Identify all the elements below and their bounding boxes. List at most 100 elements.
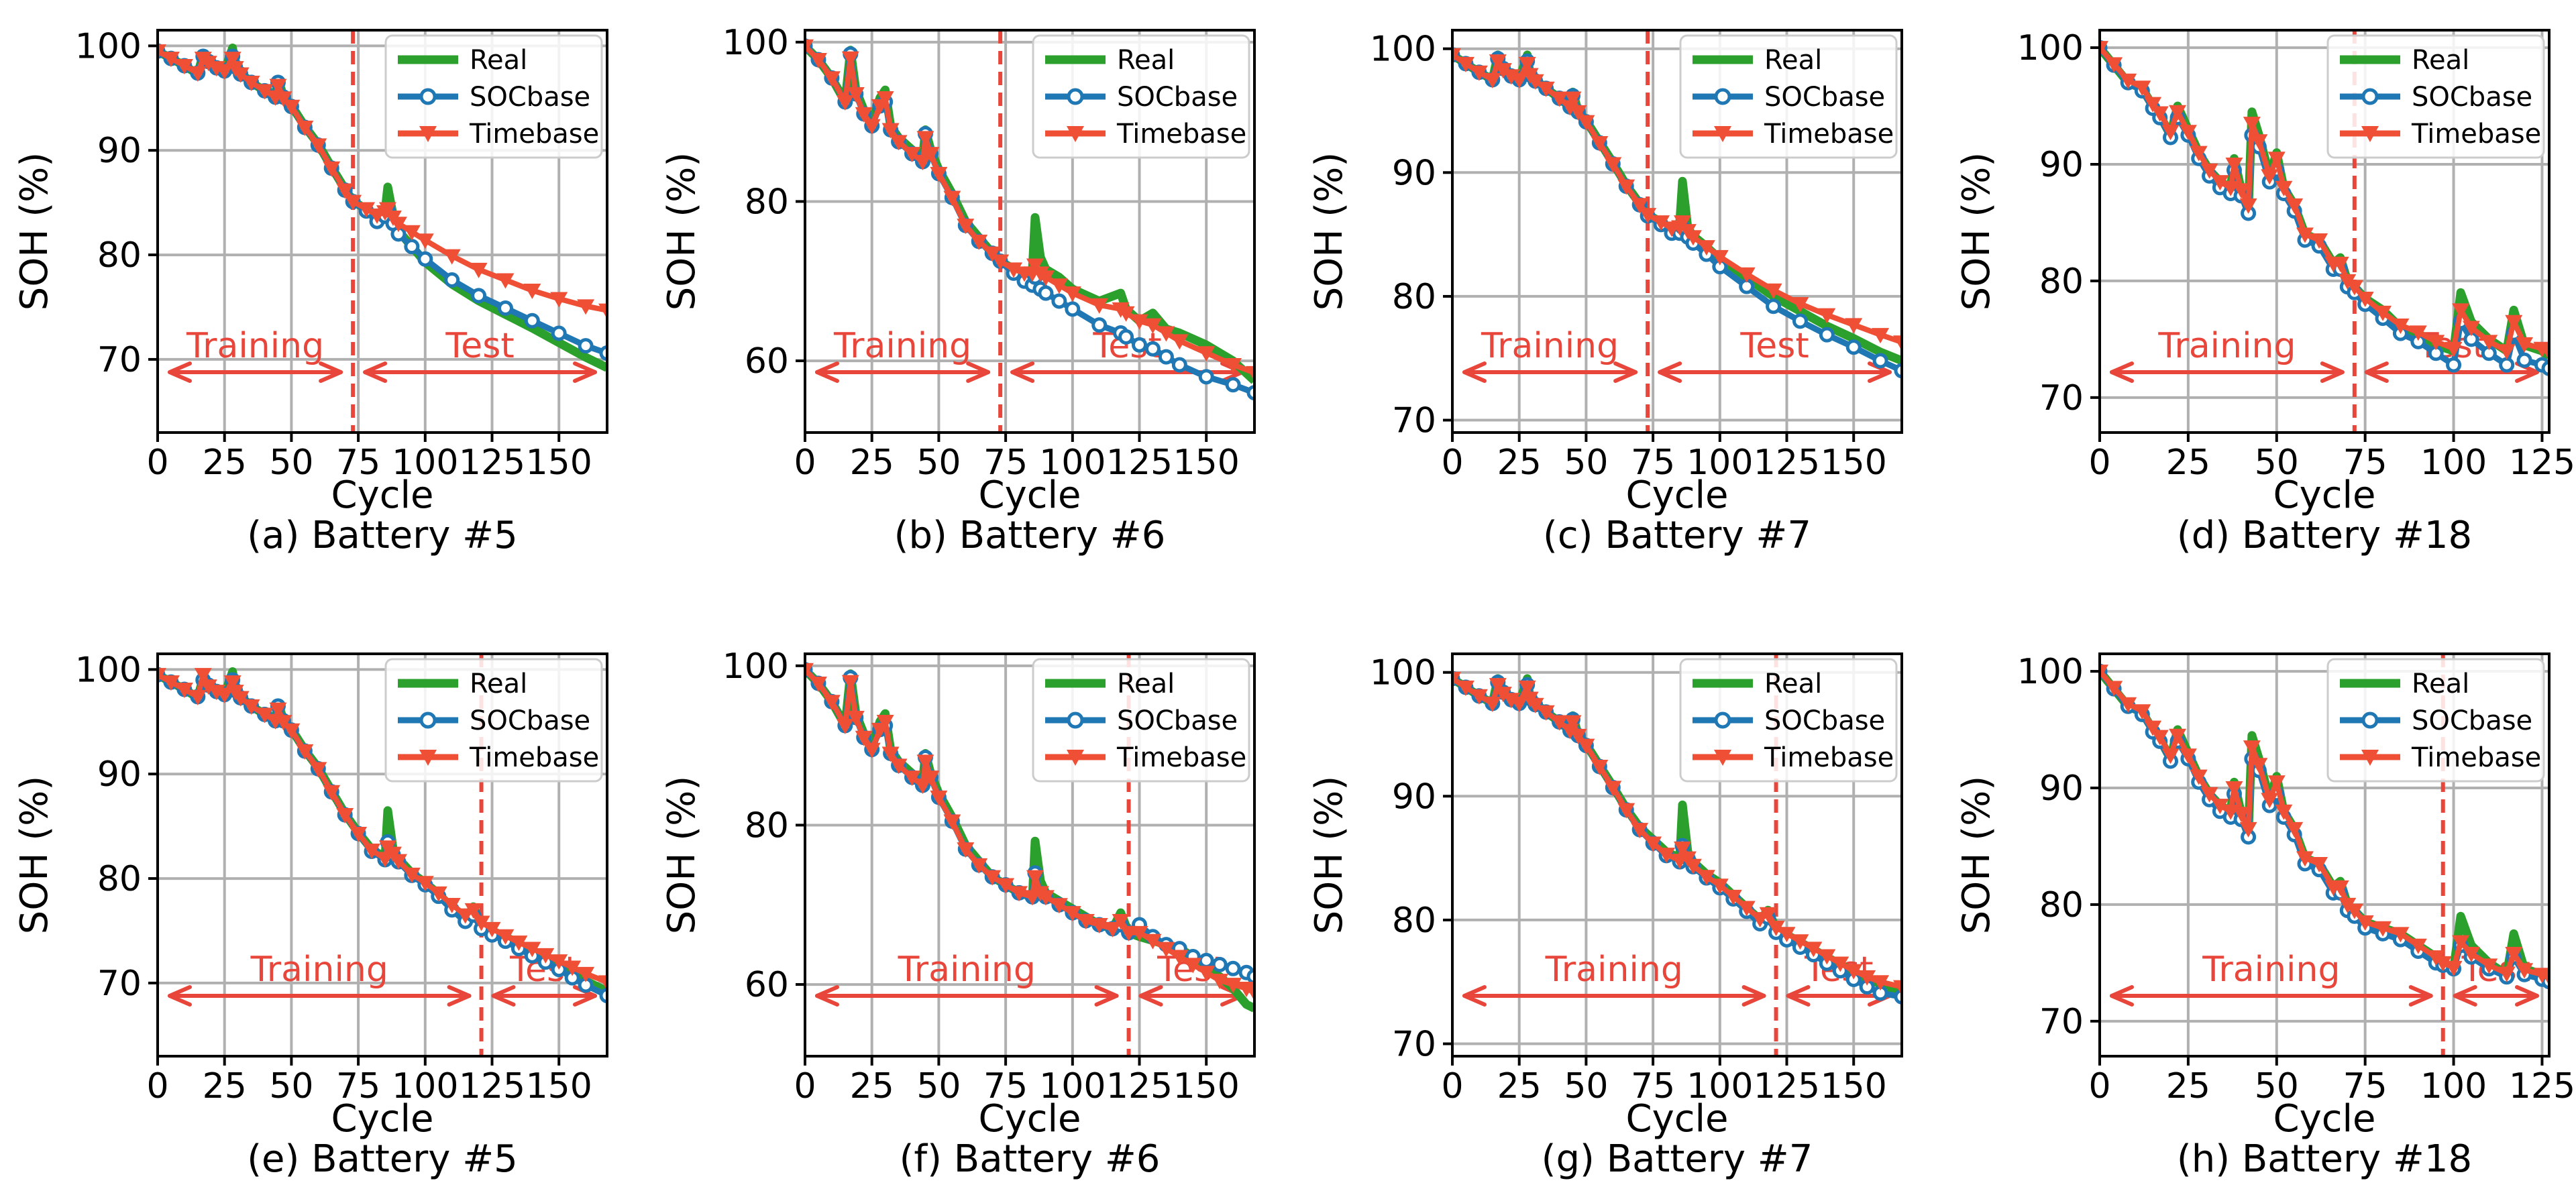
timebase-marker [199,56,217,72]
timebase-marker [805,39,814,55]
timebase-marker [1845,964,1863,980]
timebase-marker [1759,907,1777,923]
timebase-marker [2409,938,2427,954]
region-arrow-left-head [2110,985,2134,1007]
timebase-marker [1104,921,1122,937]
socbase-marker [1246,385,1254,401]
timebase-marker [282,723,301,739]
timebase-marker [1470,65,1488,81]
timebase-marker [1591,136,1609,152]
socbase-marker [1065,301,1081,317]
y-tick-label: 70 [1392,1025,1436,1065]
timebase-marker [2261,793,2279,809]
timebase-marker [2133,704,2151,720]
legend-entry: Timebase [469,119,599,150]
x-tick-label: 125 [1106,443,1173,483]
timebase-marker [470,262,488,278]
timebase-marker [358,202,376,218]
x-tick-label: 75 [1631,1066,1675,1106]
x-tick-label: 50 [2255,1066,2299,1106]
socbase-marker [1171,357,1187,373]
timebase-marker [496,929,515,945]
timebase-marker [1238,982,1254,998]
timebase-marker [1036,270,1055,286]
timebase-marker [930,166,948,182]
legend-entry: Timebase [1764,742,1894,773]
x-tick-label: 100 [1686,443,1753,483]
timebase-marker [2445,341,2463,357]
region-label: Training [2157,326,2296,366]
y-tick-label: 100 [1370,653,1436,693]
timebase-marker [1526,74,1544,90]
y-axis-label: SOH (%) [1955,776,1998,934]
timebase-marker [550,292,568,308]
timebase-marker [2296,227,2314,243]
timebase-marker [1510,696,1528,712]
timebase-marker [2480,335,2498,351]
legend-entry: SOCbase [1764,705,1885,736]
legend-box [2326,658,2545,783]
timebase-marker [2452,303,2470,319]
legend-swatch-marker [1714,88,1731,105]
timebase-marker [456,908,474,924]
timebase-marker [523,284,541,300]
y-axis-label: SOH (%) [13,152,56,310]
socbase-marker [599,345,607,361]
timebase-marker [309,762,327,778]
timebase-marker [1494,687,1512,703]
timebase-marker [189,66,207,82]
y-tick-label: 70 [1392,401,1436,441]
legend-swatch-marker [1714,711,1731,729]
timebase-marker [336,183,354,199]
timebase-marker [916,131,934,147]
timebase-marker [2286,821,2304,838]
legend-swatch-marker [1067,88,1084,105]
timebase-marker [296,120,314,136]
y-tick-label: 80 [2039,262,2084,302]
timebase-marker [1537,705,1555,721]
region-arrow-right-head [1094,985,1119,1007]
timebase-marker [2374,921,2392,937]
x-axis-label: Cycle [331,473,433,517]
timebase-marker [1452,671,1461,687]
region-label: Training [250,950,388,990]
timebase-marker [1518,680,1536,696]
timebase-marker [943,814,961,830]
timebase-marker [1224,358,1242,374]
timebase-marker [510,935,528,952]
region-arrow-left-head [815,361,839,383]
timebase-marker [1050,278,1068,294]
timebase-marker [464,903,482,919]
socbase-marker [1118,329,1134,345]
timebase-marker [2161,125,2180,141]
legend-box [1679,658,1898,783]
socbase-marker [1132,337,1148,353]
region-arrow-right-head [2320,361,2345,383]
timebase-marker [836,95,854,111]
socbase-marker [1872,353,1888,369]
socbase-marker [497,300,513,317]
timebase-marker [443,249,461,265]
timebase-marker [914,155,932,171]
timebase-marker [903,147,921,163]
timebase-marker [1537,81,1555,97]
timebase-marker [1211,974,1229,990]
legend-entry: SOCbase [2412,705,2532,736]
timebase-marker [256,84,274,100]
timebase-marker [1184,958,1202,974]
panel-caption: (c) Battery #7 [1543,514,1811,557]
x-axis-label: Cycle [2273,473,2375,517]
timebase-marker [1639,208,1657,224]
timebase-marker [1818,949,1836,965]
timebase-marker [1673,215,1691,231]
x-axis-label: Cycle [978,1097,1081,1141]
y-tick-label: 90 [2039,768,2084,809]
timebase-marker [2243,740,2261,756]
timebase-marker [1005,262,1023,278]
chart-panel-5: TrainingTest02550751001251506080100Cycle… [660,646,1256,1181]
x-tick-label: 125 [1106,1066,1173,1106]
region-arrow-left-head [1658,361,1682,383]
region-arrow-right-head [319,361,343,383]
timebase-marker [256,707,274,724]
y-tick-label: 80 [745,805,789,846]
